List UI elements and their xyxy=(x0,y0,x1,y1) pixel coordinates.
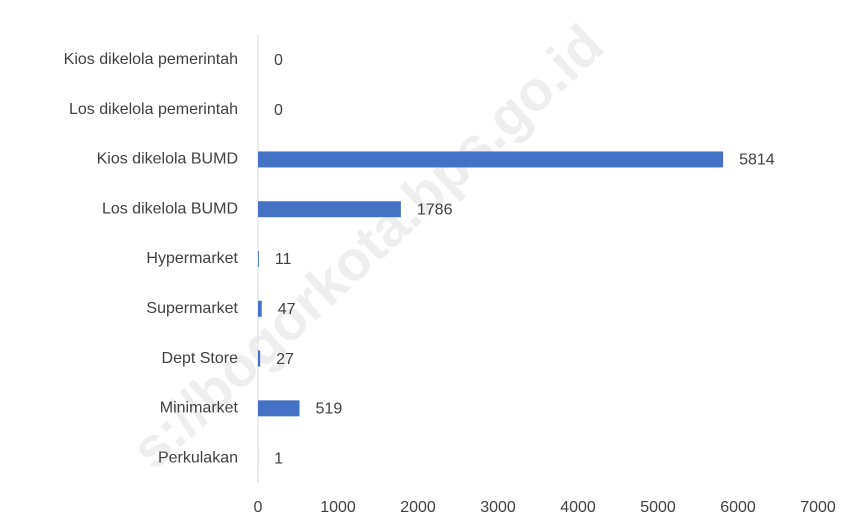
bar xyxy=(258,400,300,417)
x-tick-label: 1000 xyxy=(320,499,356,516)
data-label: 47 xyxy=(278,301,296,318)
x-tick-label: 6000 xyxy=(720,499,756,516)
x-tick-label: 0 xyxy=(254,499,263,516)
x-tick-label: 2000 xyxy=(400,499,436,516)
x-tick-label: 5000 xyxy=(640,499,676,516)
data-label: 27 xyxy=(276,351,294,368)
data-label: 0 xyxy=(274,102,283,119)
data-label: 11 xyxy=(275,251,292,268)
data-label: 5814 xyxy=(739,152,775,169)
y-tick-label: Dept Store xyxy=(162,350,239,367)
y-tick-label: Supermarket xyxy=(146,300,238,317)
bar xyxy=(258,300,262,317)
data-label: 1786 xyxy=(417,201,453,218)
y-tick-label: Kios dikelola pemerintah xyxy=(64,51,238,68)
data-label: 0 xyxy=(274,52,283,69)
y-tick-label: Perkulakan xyxy=(158,449,238,466)
y-tick-label: Minimarket xyxy=(160,400,239,417)
y-tick-label: Los dikelola BUMD xyxy=(102,200,238,217)
bar xyxy=(258,350,261,367)
bar xyxy=(258,201,401,218)
y-tick-label: Kios dikelola BUMD xyxy=(97,151,238,168)
data-label: 519 xyxy=(316,401,343,418)
x-tick-label: 3000 xyxy=(480,499,516,516)
data-label: 1 xyxy=(274,450,283,467)
x-tick-label: 4000 xyxy=(560,499,596,516)
y-tick-label: Los dikelola pemerintah xyxy=(69,101,238,118)
bar xyxy=(258,251,259,267)
x-tick-label: 7000 xyxy=(800,499,836,516)
y-tick-label: Hypermarket xyxy=(146,250,238,267)
bar xyxy=(258,151,724,168)
